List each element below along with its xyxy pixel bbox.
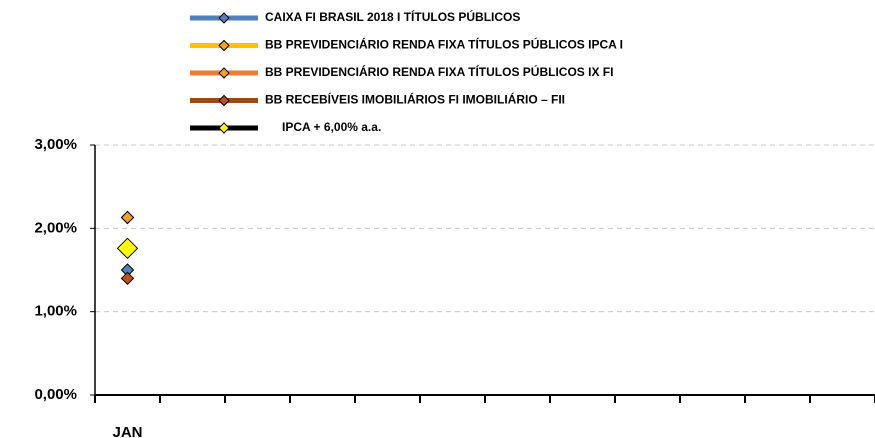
legend-label: BB RECEBÍVEIS IMOBILIÁRIOS FI IMOBILIÁRI… [265,92,565,107]
y-tick-label: 0,00% [34,386,77,403]
y-tick-label: 3,00% [34,136,77,153]
legend-marker [218,94,230,107]
y-tick-label: 2,00% [34,219,77,236]
data-point [116,237,139,260]
legend-marker [218,67,230,79]
legend-label: CAIXA FI BRASIL 2018 I TÍTULOS PÚBLICOS [265,9,520,24]
data-point [120,210,135,225]
legend-label: BB PREVIDENCIÁRIO RENDA FIXA TÍTULOS PÚB… [265,64,613,79]
legend-marker [218,39,230,52]
legend-marker [218,12,230,24]
data-point [120,271,135,286]
legend-label: BB PREVIDENCIÁRIO RENDA FIXA TÍTULOS PÚB… [265,37,623,52]
legend-label: IPCA + 6,00% a.a. [282,120,381,134]
legend-marker [218,122,230,134]
x-tick-label: JAN [112,424,142,438]
y-tick-label: 1,00% [34,303,77,320]
